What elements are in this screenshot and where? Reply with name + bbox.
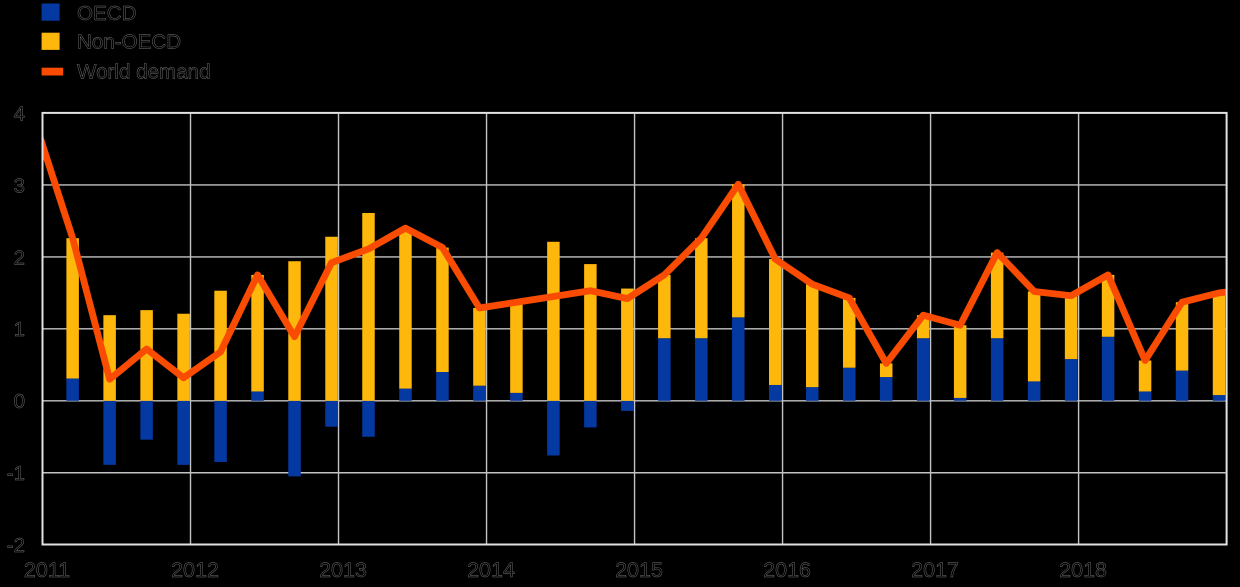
svg-text:1: 1 [14, 318, 25, 341]
svg-text:-1: -1 [7, 462, 25, 485]
svg-text:2016: 2016 [763, 558, 811, 582]
svg-text:2011: 2011 [24, 558, 70, 582]
svg-text:3: 3 [14, 174, 25, 197]
svg-text:4: 4 [14, 102, 25, 125]
svg-text:-2: -2 [7, 534, 25, 557]
svg-text:2015: 2015 [615, 558, 663, 582]
svg-text:2014: 2014 [467, 558, 515, 582]
svg-text:2018: 2018 [1059, 558, 1107, 582]
svg-text:OECD: OECD [77, 2, 137, 25]
svg-text:World demand: World demand [77, 61, 211, 84]
svg-text:2: 2 [14, 246, 25, 269]
svg-text:2012: 2012 [171, 558, 219, 582]
svg-text:Non-OECD: Non-OECD [77, 31, 181, 54]
svg-text:2013: 2013 [319, 558, 367, 582]
svg-text:0: 0 [14, 390, 25, 413]
svg-text:2017: 2017 [911, 558, 959, 582]
